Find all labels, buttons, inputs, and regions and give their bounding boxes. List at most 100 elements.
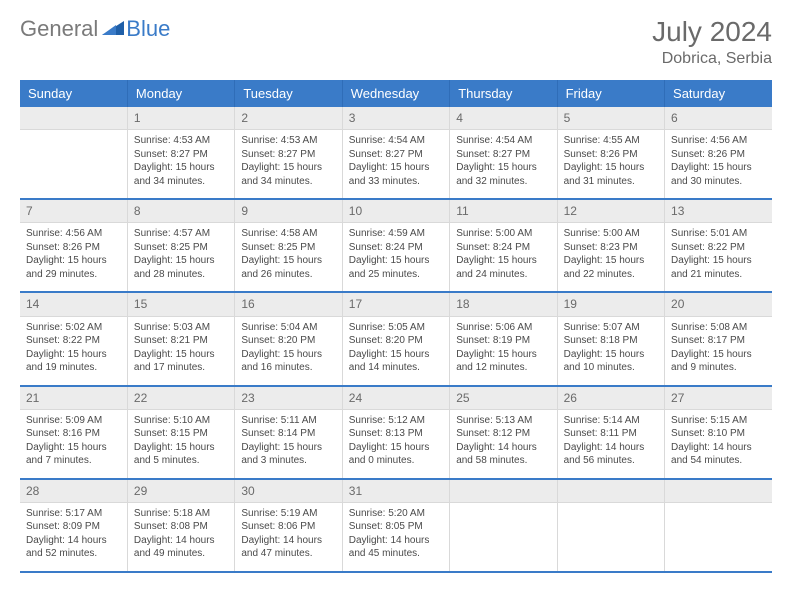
sunset-line: Sunset: 8:23 PM bbox=[564, 241, 658, 255]
daylight-line: Daylight: 15 hours and 21 minutes. bbox=[671, 254, 766, 281]
daylight-line: Daylight: 15 hours and 22 minutes. bbox=[564, 254, 658, 281]
content-row: Sunrise: 4:56 AMSunset: 8:26 PMDaylight:… bbox=[20, 223, 772, 293]
sunrise-line: Sunrise: 4:59 AM bbox=[349, 227, 443, 241]
sunset-line: Sunset: 8:06 PM bbox=[241, 520, 335, 534]
sunset-line: Sunset: 8:20 PM bbox=[241, 334, 335, 348]
day-header: Thursday bbox=[450, 80, 557, 107]
sunrise-line: Sunrise: 5:00 AM bbox=[456, 227, 550, 241]
content-row: Sunrise: 5:02 AMSunset: 8:22 PMDaylight:… bbox=[20, 316, 772, 386]
day-number: 30 bbox=[235, 479, 342, 503]
sunrise-line: Sunrise: 4:58 AM bbox=[241, 227, 335, 241]
day-number: 18 bbox=[450, 292, 557, 316]
sunrise-line: Sunrise: 5:01 AM bbox=[671, 227, 766, 241]
day-cell: Sunrise: 5:04 AMSunset: 8:20 PMDaylight:… bbox=[235, 316, 342, 386]
day-cell: Sunrise: 4:54 AMSunset: 8:27 PMDaylight:… bbox=[450, 130, 557, 200]
sunset-line: Sunset: 8:25 PM bbox=[134, 241, 228, 255]
sunrise-line: Sunrise: 4:57 AM bbox=[134, 227, 228, 241]
daylight-line: Daylight: 15 hours and 29 minutes. bbox=[26, 254, 121, 281]
day-cell: Sunrise: 4:53 AMSunset: 8:27 PMDaylight:… bbox=[127, 130, 234, 200]
day-number: 6 bbox=[665, 107, 772, 130]
day-cell: Sunrise: 5:11 AMSunset: 8:14 PMDaylight:… bbox=[235, 409, 342, 479]
sunrise-line: Sunrise: 5:04 AM bbox=[241, 321, 335, 335]
day-number bbox=[557, 479, 664, 503]
sunrise-line: Sunrise: 5:19 AM bbox=[241, 507, 335, 521]
daylight-line: Daylight: 15 hours and 28 minutes. bbox=[134, 254, 228, 281]
day-number: 13 bbox=[665, 199, 772, 223]
day-number: 27 bbox=[665, 386, 772, 410]
sunset-line: Sunset: 8:26 PM bbox=[564, 148, 658, 162]
day-number bbox=[20, 107, 127, 130]
day-header: Friday bbox=[557, 80, 664, 107]
day-number: 31 bbox=[342, 479, 449, 503]
sunset-line: Sunset: 8:24 PM bbox=[349, 241, 443, 255]
daylight-line: Daylight: 15 hours and 24 minutes. bbox=[456, 254, 550, 281]
sunset-line: Sunset: 8:25 PM bbox=[241, 241, 335, 255]
daylight-line: Daylight: 14 hours and 47 minutes. bbox=[241, 534, 335, 561]
day-cell: Sunrise: 5:00 AMSunset: 8:23 PMDaylight:… bbox=[557, 223, 664, 293]
day-cell: Sunrise: 4:53 AMSunset: 8:27 PMDaylight:… bbox=[235, 130, 342, 200]
day-cell: Sunrise: 5:06 AMSunset: 8:19 PMDaylight:… bbox=[450, 316, 557, 386]
day-cell: Sunrise: 4:56 AMSunset: 8:26 PMDaylight:… bbox=[665, 130, 772, 200]
sunset-line: Sunset: 8:16 PM bbox=[26, 427, 121, 441]
day-number: 10 bbox=[342, 199, 449, 223]
day-number: 20 bbox=[665, 292, 772, 316]
day-number: 16 bbox=[235, 292, 342, 316]
sunrise-line: Sunrise: 5:17 AM bbox=[26, 507, 121, 521]
sunset-line: Sunset: 8:08 PM bbox=[134, 520, 228, 534]
sunset-line: Sunset: 8:15 PM bbox=[134, 427, 228, 441]
sunset-line: Sunset: 8:27 PM bbox=[456, 148, 550, 162]
sunrise-line: Sunrise: 5:07 AM bbox=[564, 321, 658, 335]
daylight-line: Daylight: 14 hours and 45 minutes. bbox=[349, 534, 443, 561]
day-number: 28 bbox=[20, 479, 127, 503]
sunset-line: Sunset: 8:22 PM bbox=[671, 241, 766, 255]
daylight-line: Daylight: 15 hours and 25 minutes. bbox=[349, 254, 443, 281]
day-cell: Sunrise: 4:55 AMSunset: 8:26 PMDaylight:… bbox=[557, 130, 664, 200]
daylight-line: Daylight: 15 hours and 34 minutes. bbox=[134, 161, 228, 188]
sunset-line: Sunset: 8:27 PM bbox=[241, 148, 335, 162]
sunset-line: Sunset: 8:11 PM bbox=[564, 427, 658, 441]
daynum-row: 123456 bbox=[20, 107, 772, 130]
daylight-line: Daylight: 15 hours and 12 minutes. bbox=[456, 348, 550, 375]
month-title: July 2024 bbox=[652, 16, 772, 48]
day-cell bbox=[450, 502, 557, 572]
day-number bbox=[450, 479, 557, 503]
daylight-line: Daylight: 15 hours and 30 minutes. bbox=[671, 161, 766, 188]
daylight-line: Daylight: 15 hours and 14 minutes. bbox=[349, 348, 443, 375]
day-number: 21 bbox=[20, 386, 127, 410]
day-cell: Sunrise: 4:59 AMSunset: 8:24 PMDaylight:… bbox=[342, 223, 449, 293]
day-number: 23 bbox=[235, 386, 342, 410]
day-cell: Sunrise: 5:19 AMSunset: 8:06 PMDaylight:… bbox=[235, 502, 342, 572]
day-cell: Sunrise: 5:05 AMSunset: 8:20 PMDaylight:… bbox=[342, 316, 449, 386]
day-header: Sunday bbox=[20, 80, 127, 107]
day-number: 11 bbox=[450, 199, 557, 223]
daylight-line: Daylight: 14 hours and 52 minutes. bbox=[26, 534, 121, 561]
sunrise-line: Sunrise: 5:03 AM bbox=[134, 321, 228, 335]
daynum-row: 78910111213 bbox=[20, 199, 772, 223]
sunrise-line: Sunrise: 5:02 AM bbox=[26, 321, 121, 335]
sunrise-line: Sunrise: 5:13 AM bbox=[456, 414, 550, 428]
content-row: Sunrise: 5:17 AMSunset: 8:09 PMDaylight:… bbox=[20, 502, 772, 572]
daynum-row: 28293031 bbox=[20, 479, 772, 503]
day-number: 25 bbox=[450, 386, 557, 410]
day-number: 19 bbox=[557, 292, 664, 316]
sunrise-line: Sunrise: 4:53 AM bbox=[134, 134, 228, 148]
day-number: 14 bbox=[20, 292, 127, 316]
location: Dobrica, Serbia bbox=[652, 50, 772, 68]
sunrise-line: Sunrise: 5:12 AM bbox=[349, 414, 443, 428]
daylight-line: Daylight: 15 hours and 31 minutes. bbox=[564, 161, 658, 188]
daylight-line: Daylight: 15 hours and 32 minutes. bbox=[456, 161, 550, 188]
day-number: 22 bbox=[127, 386, 234, 410]
brand-triangle-icon bbox=[102, 19, 124, 40]
day-number: 5 bbox=[557, 107, 664, 130]
sunrise-line: Sunrise: 5:11 AM bbox=[241, 414, 335, 428]
brand-blue: Blue bbox=[126, 16, 170, 42]
day-number: 4 bbox=[450, 107, 557, 130]
day-cell: Sunrise: 5:20 AMSunset: 8:05 PMDaylight:… bbox=[342, 502, 449, 572]
sunset-line: Sunset: 8:27 PM bbox=[134, 148, 228, 162]
day-cell bbox=[20, 130, 127, 200]
sunrise-line: Sunrise: 5:06 AM bbox=[456, 321, 550, 335]
daynum-row: 14151617181920 bbox=[20, 292, 772, 316]
sunrise-line: Sunrise: 5:00 AM bbox=[564, 227, 658, 241]
daylight-line: Daylight: 15 hours and 17 minutes. bbox=[134, 348, 228, 375]
daylight-line: Daylight: 15 hours and 33 minutes. bbox=[349, 161, 443, 188]
